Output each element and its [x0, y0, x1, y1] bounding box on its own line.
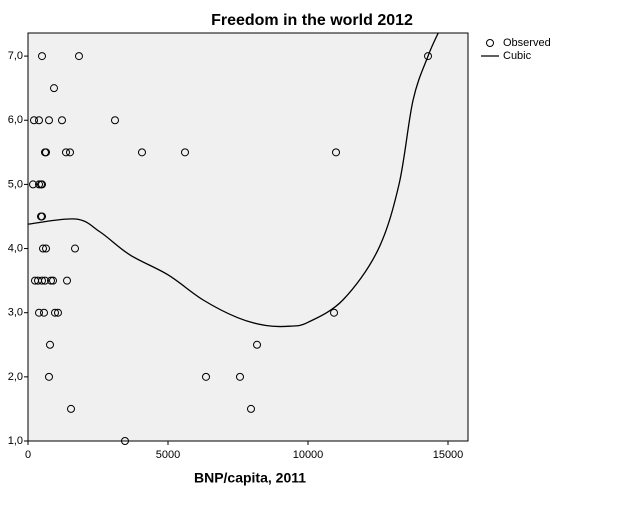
- data-point: [38, 52, 47, 61]
- legend-label: Observed: [503, 37, 551, 49]
- data-point: [110, 116, 119, 125]
- data-point: [137, 148, 146, 157]
- data-point: [38, 180, 47, 189]
- data-point: [45, 116, 54, 125]
- y-tick-label: 7,0: [8, 50, 23, 62]
- data-point: [39, 244, 48, 253]
- y-tick-label: 1,0: [8, 435, 23, 447]
- data-point: [332, 148, 341, 157]
- x-axis-label: BNP/capita, 2011: [194, 470, 306, 486]
- data-point: [74, 52, 83, 61]
- x-tick-label: 5000: [156, 449, 180, 461]
- data-point: [61, 148, 70, 157]
- data-point: [35, 116, 44, 125]
- data-point: [45, 372, 54, 381]
- x-tick-label: 0: [25, 449, 31, 461]
- data-point: [50, 84, 59, 93]
- x-tick-label: 10000: [293, 449, 324, 461]
- data-point: [40, 276, 49, 285]
- data-point: [46, 276, 55, 285]
- data-point: [246, 404, 255, 413]
- data-point: [201, 372, 210, 381]
- data-point: [29, 180, 38, 189]
- data-point: [66, 148, 75, 157]
- data-point: [120, 437, 129, 445]
- y-tick-label: 4,0: [8, 242, 23, 254]
- chart-title: Freedom in the world 2012: [211, 12, 413, 29]
- y-tick-label: 3,0: [8, 307, 23, 319]
- data-point: [35, 180, 44, 189]
- plot-area: [27, 32, 469, 442]
- data-point: [253, 340, 262, 349]
- data-point: [29, 116, 38, 125]
- data-point: [330, 308, 339, 317]
- legend-label: Cubic: [503, 50, 532, 62]
- data-point: [57, 116, 66, 125]
- data-point: [49, 276, 58, 285]
- data-point: [42, 148, 51, 157]
- y-tick-label: 6,0: [8, 114, 23, 126]
- y-tick-label: 2,0: [8, 371, 23, 383]
- data-point: [38, 212, 47, 221]
- data-point: [67, 404, 76, 413]
- data-point: [38, 276, 47, 285]
- data-point: [35, 308, 44, 317]
- data-point: [235, 372, 244, 381]
- fit-line: [28, 33, 439, 328]
- data-point: [63, 276, 72, 285]
- data-point: [53, 308, 62, 317]
- data-point: [424, 52, 433, 61]
- data-point: [42, 244, 51, 253]
- y-tick-label: 5,0: [8, 178, 23, 190]
- data-point: [71, 244, 80, 253]
- data-point: [180, 148, 189, 157]
- data-point: [39, 308, 48, 317]
- legend-marker: [486, 39, 494, 47]
- data-point: [46, 340, 55, 349]
- data-point: [50, 308, 59, 317]
- x-tick-label: 15000: [433, 449, 464, 461]
